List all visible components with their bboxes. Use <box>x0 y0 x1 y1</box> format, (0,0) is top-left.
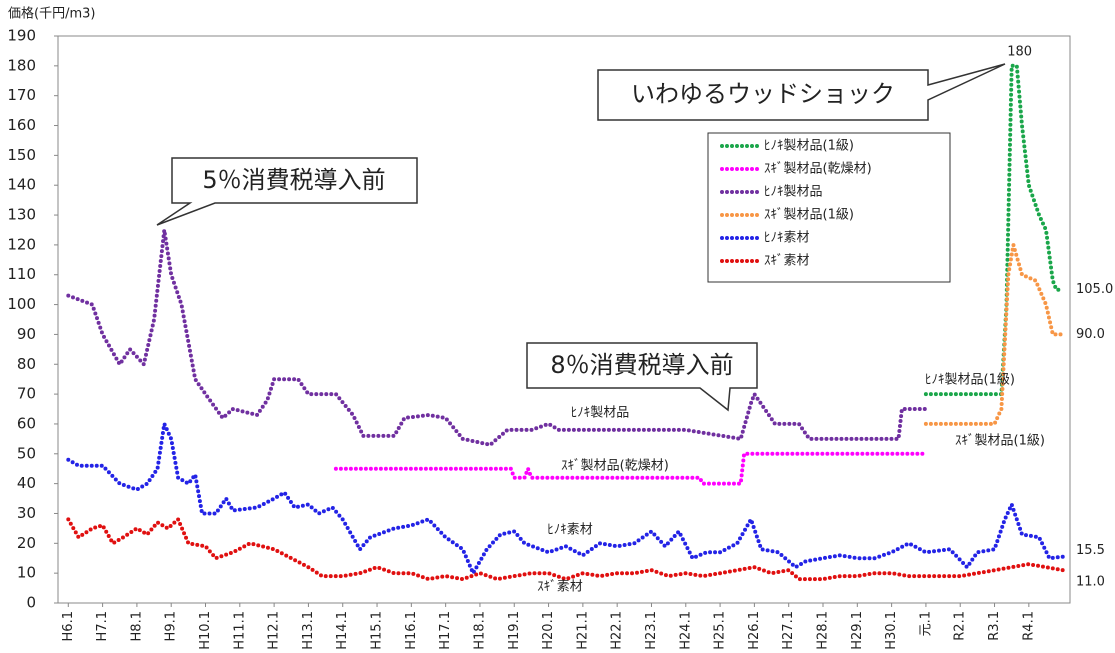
y-tick-label: 190 <box>7 27 36 45</box>
series-label: ｽｷﾞ製材品(1級) <box>955 434 1045 449</box>
x-tick-label: H27.1 <box>781 611 796 649</box>
x-tick-label: H17.1 <box>438 611 453 649</box>
data-label: 15.5 <box>1076 543 1105 558</box>
y-tick-label: 10 <box>17 564 36 582</box>
annotation: 5％消費税導入前 <box>202 166 385 194</box>
y-axis-label: 価格(千円/m3) <box>8 6 95 22</box>
x-tick-label: H6.1 <box>61 611 76 641</box>
series-label: ｽｷﾞ素材 <box>537 580 583 595</box>
y-tick-label: 120 <box>7 235 36 253</box>
x-tick-label: H7.1 <box>95 611 110 641</box>
series-layer <box>66 63 1066 582</box>
x-tick-label: H23.1 <box>644 611 659 649</box>
x-tick-label: H20.1 <box>541 611 556 649</box>
data-label: 11.0 <box>1076 575 1105 590</box>
x-tick-label: H8.1 <box>129 611 144 641</box>
legend-label: ｽｷﾞ製材品(1級) <box>764 208 854 223</box>
x-tick-label: R2.1 <box>953 611 968 641</box>
y-tick-label: 40 <box>17 474 36 492</box>
y-tick-label: 30 <box>17 504 36 522</box>
series-label: ﾋﾉｷ製材品(1級) <box>925 373 1015 388</box>
x-tick-label: H13.1 <box>301 611 316 649</box>
x-tick-label: H18.1 <box>472 611 487 649</box>
x-tick-label: H24.1 <box>678 611 693 649</box>
x-tick-label: H14.1 <box>335 611 350 649</box>
x-tick-label: H10.1 <box>198 611 213 649</box>
annotation: 8％消費税導入前 <box>550 351 733 379</box>
legend-label: ﾋﾉｷ素材 <box>764 231 810 246</box>
series-line <box>333 451 928 486</box>
x-tick-label: H26.1 <box>747 611 762 649</box>
x-tick-label: H21.1 <box>575 611 590 649</box>
callout: 5％消費税導入前 <box>156 157 418 226</box>
series-label: ﾋﾉｷ製材品 <box>571 406 630 421</box>
y-tick-label: 60 <box>17 414 36 432</box>
x-tick-label: H15.1 <box>370 611 385 649</box>
y-tick-label: 130 <box>7 206 36 224</box>
legend-box <box>707 132 951 283</box>
x-tick-label: H16.1 <box>404 611 419 649</box>
series-line <box>923 244 1066 426</box>
x-tick-label: H25.1 <box>713 611 728 649</box>
y-tick-label: 20 <box>17 534 36 552</box>
data-label: 105.0 <box>1076 282 1113 297</box>
data-label: 180 <box>1007 44 1032 59</box>
x-tick-label: H29.1 <box>850 611 865 649</box>
legend-label: ｽｷﾞ製材品(乾燥材) <box>764 162 872 177</box>
x-tick-label: H22.1 <box>610 611 625 649</box>
y-tick-label: 140 <box>7 176 36 194</box>
legend-label: ﾋﾉｷ製材品 <box>764 185 823 200</box>
y-tick-label: 100 <box>7 295 36 313</box>
legend-label: ｽｷﾞ素材 <box>764 254 810 269</box>
series-label: ｽｷﾞ製材品(乾燥材) <box>561 459 669 474</box>
x-tick-label: H11.1 <box>232 611 247 649</box>
y-tick-label: 90 <box>17 325 36 343</box>
y-tick-label: 80 <box>17 355 36 373</box>
callout: 8％消費税導入前 <box>526 342 758 412</box>
y-tick-label: 150 <box>7 146 36 164</box>
x-tick-label: H19.1 <box>507 611 522 649</box>
x-tick-label: R3.1 <box>987 611 1002 641</box>
annotation: いわゆるウッドショック <box>631 80 895 108</box>
x-tick-label: H12.1 <box>267 611 282 649</box>
x-tick-label: H28.1 <box>816 611 831 649</box>
y-tick-label: 170 <box>7 86 36 104</box>
series-line <box>66 229 928 447</box>
legend-label: ﾋﾉｷ製材品(1級) <box>764 139 854 154</box>
y-tick-label: 70 <box>17 385 36 403</box>
x-tick-label: H30.1 <box>884 611 899 649</box>
data-label: 90.0 <box>1076 327 1105 342</box>
series-line <box>66 416 1066 578</box>
y-tick-label: 110 <box>7 265 36 283</box>
y-tick-label: 160 <box>7 116 36 134</box>
x-tick-label: 元.1 <box>918 611 933 636</box>
x-tick-label: R4.1 <box>1021 611 1036 641</box>
plot-frame <box>57 35 1071 604</box>
series-line <box>66 516 1066 582</box>
x-tick-label: H9.1 <box>164 611 179 641</box>
y-tick-label: 50 <box>17 444 36 462</box>
legend: ﾋﾉｷ製材品(1級) ｽｷﾞ製材品(乾燥材) ﾋﾉｷ製材品 ｽｷﾞ製材品(1級) ﾋﾉｷ… <box>707 132 951 283</box>
y-tick-label: 180 <box>7 56 36 74</box>
series-label: ﾋﾉｷ素材 <box>547 523 593 538</box>
callout: いわゆるウッドショック <box>597 63 1006 121</box>
y-tick-label: 0 <box>26 594 36 612</box>
